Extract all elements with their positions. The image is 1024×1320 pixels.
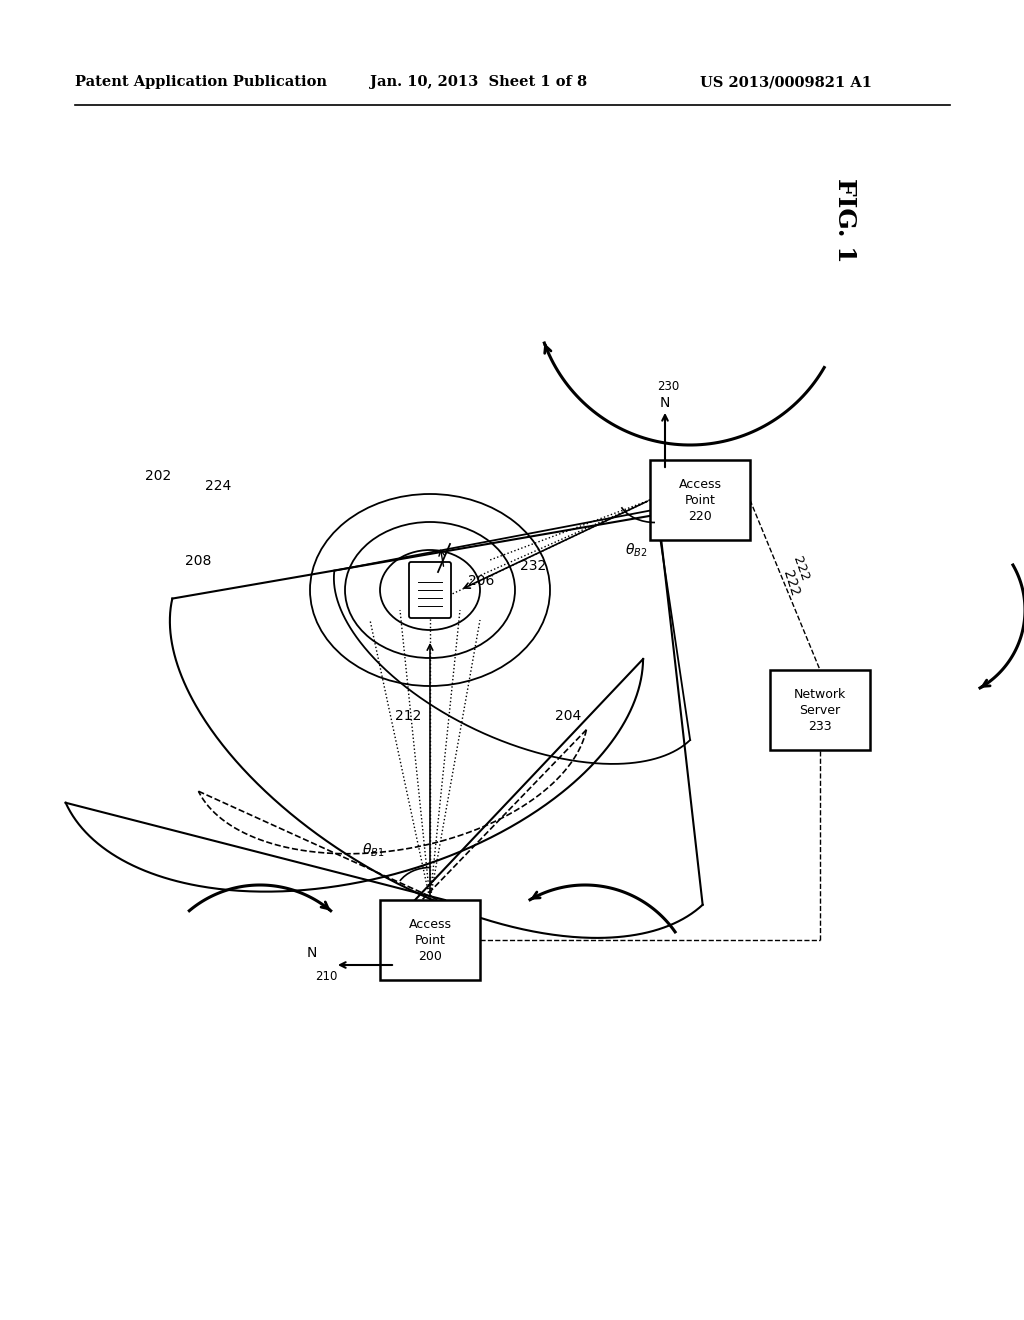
FancyBboxPatch shape — [409, 562, 451, 618]
Text: Access
Point
200: Access Point 200 — [409, 917, 452, 962]
FancyBboxPatch shape — [650, 459, 750, 540]
Text: 222: 222 — [790, 554, 811, 583]
Text: 206: 206 — [468, 574, 495, 587]
Text: Patent Application Publication: Patent Application Publication — [75, 75, 327, 88]
Text: 204: 204 — [555, 709, 582, 723]
Text: 232: 232 — [520, 558, 546, 573]
Text: 210: 210 — [315, 970, 337, 983]
Text: Network
Server
233: Network Server 233 — [794, 688, 846, 733]
Text: 222: 222 — [780, 569, 802, 598]
Text: FIG. 1: FIG. 1 — [833, 178, 857, 263]
Text: $\theta_{B2}$: $\theta_{B2}$ — [625, 543, 647, 560]
Text: 212: 212 — [395, 709, 421, 723]
Text: Jan. 10, 2013  Sheet 1 of 8: Jan. 10, 2013 Sheet 1 of 8 — [370, 75, 587, 88]
Text: $\theta_{B1}$: $\theta_{B1}$ — [362, 842, 384, 859]
FancyBboxPatch shape — [770, 671, 870, 750]
FancyBboxPatch shape — [380, 900, 480, 979]
Text: 224: 224 — [205, 479, 231, 492]
Text: US 2013/0009821 A1: US 2013/0009821 A1 — [700, 75, 872, 88]
Text: 230: 230 — [657, 380, 679, 393]
Text: N: N — [660, 396, 671, 411]
Text: Access
Point
220: Access Point 220 — [679, 478, 722, 523]
Text: 202: 202 — [145, 469, 171, 483]
Text: N: N — [307, 946, 317, 960]
Text: 208: 208 — [185, 554, 211, 568]
